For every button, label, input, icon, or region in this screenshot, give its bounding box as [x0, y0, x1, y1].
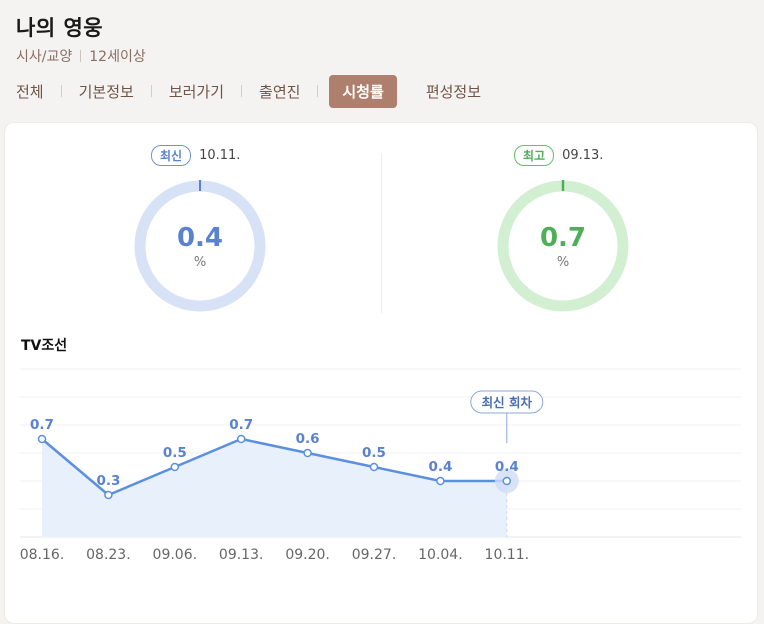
ratings-card: 최신 10.11. 0.4 % 최고 09.13. 0.7 % TV조선 최신 … — [4, 122, 758, 624]
annotation-label: 최신 회차 — [482, 395, 533, 410]
program-meta: 시사/교양 12세이상 — [16, 46, 146, 66]
latest-gauge — [134, 180, 266, 312]
data-label: 0.5 — [362, 445, 386, 461]
tab-ratings[interactable]: 시청률 — [329, 74, 397, 108]
x-tick-label: 09.27. — [351, 547, 397, 563]
tab-bar: 전체 기본정보 보러가기 출연진 시청률 편성정보 — [16, 74, 482, 108]
data-point — [502, 476, 512, 486]
x-tick-label: 09.20. — [285, 547, 330, 563]
tab-schedule[interactable]: 편성정보 — [425, 82, 482, 101]
channel-name: TV조선 — [21, 338, 68, 354]
series-line — [41, 437, 507, 497]
highest-header: 최고 09.13. — [514, 145, 603, 166]
highest-rating-unit: % — [556, 255, 570, 270]
tab-all[interactable]: 전체 — [16, 82, 44, 101]
data-label: 0.4 — [495, 459, 519, 475]
genre-label: 시사/교양 — [16, 49, 73, 65]
data-point — [37, 434, 47, 444]
x-tick-label: 10.11. — [484, 547, 530, 563]
x-tick-label: 10.04. — [418, 547, 463, 563]
highest-date: 09.13. — [562, 148, 604, 163]
data-label: 0.7 — [30, 417, 54, 433]
tab-divider — [317, 85, 319, 97]
tab-cast[interactable]: 출연진 — [259, 82, 301, 101]
latest-rating-unit: % — [193, 255, 207, 270]
data-point — [369, 462, 379, 472]
latest-date: 10.11. — [199, 148, 241, 163]
data-label: 0.5 — [163, 445, 187, 461]
tab-divider — [241, 85, 243, 97]
area-fill — [42, 439, 507, 537]
highest-gauge — [497, 180, 629, 312]
tab-divider — [60, 85, 62, 97]
x-tick-label: 09.13. — [218, 547, 264, 563]
annotation-pill — [470, 390, 544, 414]
data-point — [170, 462, 180, 472]
highest-badge: 최고 — [514, 145, 555, 166]
data-point — [236, 434, 246, 444]
data-point — [436, 476, 445, 486]
data-point — [303, 448, 312, 458]
program-title: 나의 영웅 — [16, 16, 104, 40]
summary-divider — [381, 153, 382, 313]
x-tick-label: 08.23. — [86, 547, 131, 563]
age-rating-label: 12세이상 — [89, 49, 146, 65]
latest-badge: 최신 — [151, 145, 192, 166]
ratings-chart: 최신 회차 0.7 0.3 0.5 0.7 0.6 0.5 0.4 0.4 — [20, 368, 741, 538]
data-label: 0.7 — [229, 417, 253, 433]
x-tick-label: 08.16. — [19, 547, 65, 563]
latest-rating-value: 0.4 — [176, 223, 224, 253]
highest-rating-value: 0.7 — [539, 223, 587, 253]
data-label: 0.6 — [296, 431, 320, 447]
tab-divider — [150, 85, 152, 97]
data-point — [104, 490, 113, 500]
latest-header: 최신 10.11. — [151, 145, 240, 166]
data-label: 0.3 — [96, 473, 120, 489]
meta-divider — [80, 50, 82, 62]
tab-basic-info[interactable]: 기본정보 — [78, 82, 134, 101]
x-tick-label: 09.06. — [152, 547, 198, 563]
tab-watch[interactable]: 보러가기 — [168, 82, 225, 101]
data-label: 0.4 — [428, 459, 452, 475]
